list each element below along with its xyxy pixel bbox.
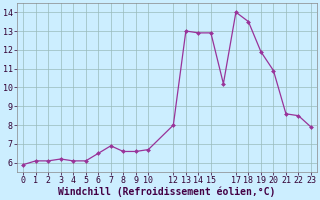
X-axis label: Windchill (Refroidissement éolien,°C): Windchill (Refroidissement éolien,°C)	[58, 187, 276, 197]
